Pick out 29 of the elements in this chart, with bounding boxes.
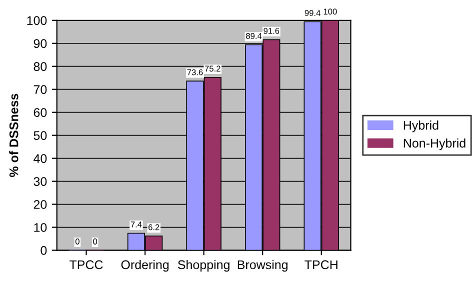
data-label: 75.2 — [204, 66, 220, 72]
data-label: 91.6 — [264, 28, 280, 34]
y-tick-label: 70 — [34, 85, 47, 94]
y-tick-label: 20 — [34, 200, 47, 209]
x-tick-label: TPCC — [70, 260, 103, 270]
y-tick-label: 30 — [34, 177, 47, 186]
data-label: 89.4 — [246, 33, 262, 39]
y-axis-title: % of DSSness — [9, 94, 18, 178]
data-label: 73.6 — [187, 69, 203, 76]
legend-label: Hybrid — [404, 120, 438, 132]
y-tick-label: 40 — [34, 154, 47, 163]
data-label: 99.4 — [304, 10, 320, 16]
x-tick-label: Browsing — [238, 260, 288, 272]
data-label: 100 — [324, 8, 337, 15]
y-tick-label: 0 — [40, 246, 47, 255]
legend-label: Non-Hybrid — [404, 138, 466, 150]
y-tick-label: 60 — [34, 108, 47, 117]
data-label: 6.2 — [148, 224, 160, 230]
data-label: 7.4 — [130, 222, 142, 228]
x-tick-label: Ordering — [121, 260, 169, 272]
y-tick-label: 90 — [34, 39, 47, 48]
data-label: 0 — [75, 238, 80, 244]
y-tick-label: 10 — [34, 223, 47, 232]
y-tick-label: 100 — [27, 16, 47, 26]
y-tick-label: 80 — [34, 62, 47, 71]
x-tick-label: TPCH — [304, 260, 338, 270]
y-tick-label: 50 — [34, 131, 47, 140]
x-tick-label: Shopping — [178, 260, 230, 272]
data-label: 0 — [93, 238, 98, 244]
